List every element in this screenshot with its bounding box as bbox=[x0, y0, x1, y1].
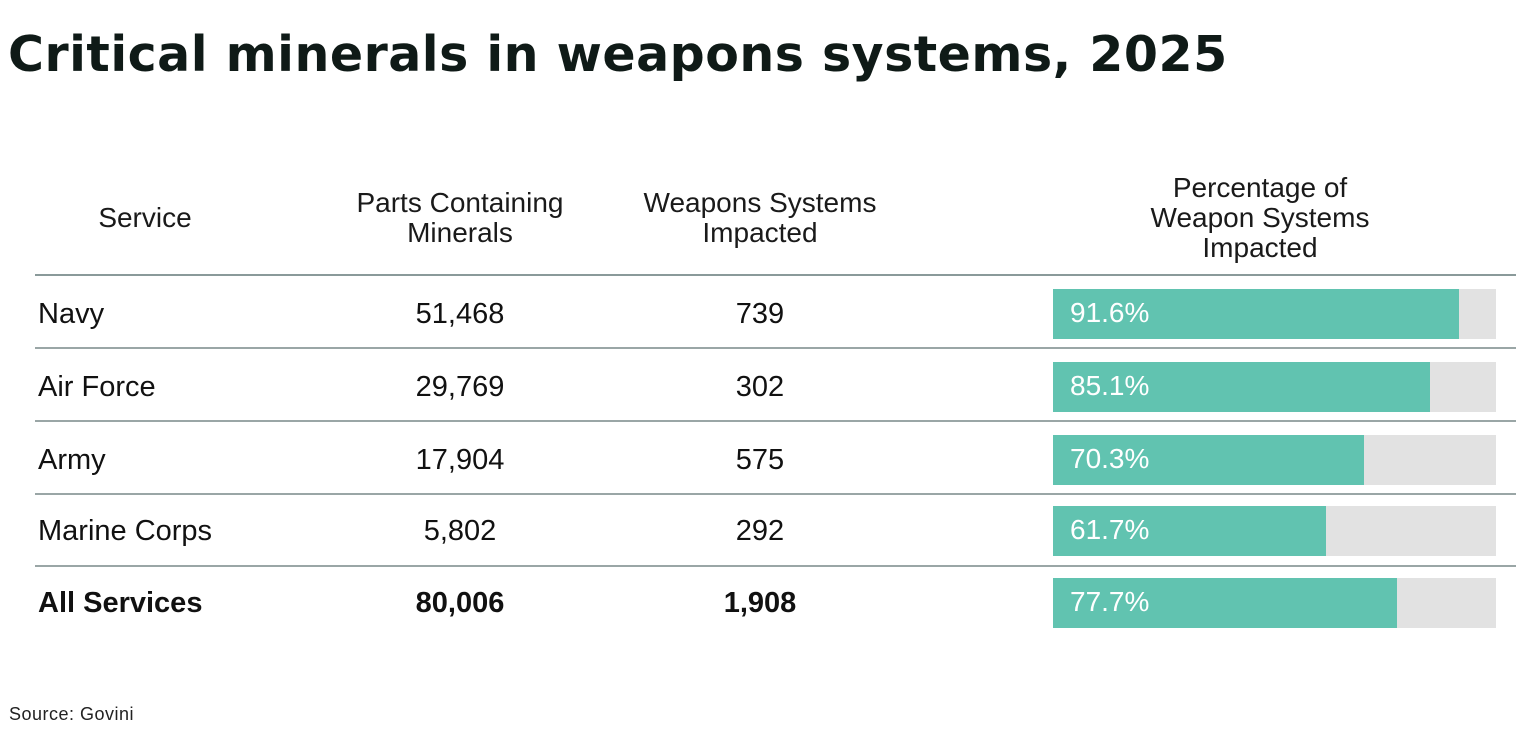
table-row: Marine Corps 5,802 292 61.7% bbox=[0, 495, 1536, 567]
table-row: Navy 51,468 739 91.6% bbox=[0, 278, 1536, 350]
header-systems-line-1: Weapons Systems bbox=[643, 187, 877, 218]
cell-parts: 80,006 bbox=[415, 587, 505, 619]
cell-parts: 51,468 bbox=[415, 298, 505, 330]
table-row: Air Force 29,769 302 85.1% bbox=[0, 351, 1536, 423]
cell-systems: 302 bbox=[735, 371, 785, 403]
cell-service: Army bbox=[38, 444, 106, 476]
header-systems-line-2: Impacted bbox=[702, 217, 818, 248]
bar-value-label: 61.7% bbox=[1070, 514, 1150, 545]
header-pct-line-1: Percentage of bbox=[1172, 172, 1348, 203]
bar-value-label: 77.7% bbox=[1070, 586, 1150, 617]
row-divider bbox=[35, 493, 1516, 495]
cell-systems: 1,908 bbox=[723, 587, 797, 619]
cell-service: Air Force bbox=[38, 371, 156, 403]
header-parts-line-2: Minerals bbox=[407, 217, 513, 248]
header-pct-line-3: Impacted bbox=[1202, 232, 1318, 263]
cell-parts: 29,769 bbox=[415, 371, 505, 403]
bar-track: 70.3% bbox=[1053, 435, 1496, 485]
header-pct-line-2: Weapon Systems bbox=[1150, 202, 1370, 233]
bar-track: 91.6% bbox=[1053, 289, 1496, 339]
cell-service: All Services bbox=[38, 587, 203, 619]
header-service: Service bbox=[60, 203, 230, 233]
row-divider bbox=[35, 565, 1516, 567]
header-service-line: Service bbox=[98, 202, 192, 233]
chart-title: Critical minerals in weapons systems, 20… bbox=[8, 26, 1228, 83]
bar-fill bbox=[1053, 289, 1459, 339]
header-percentage: Percentage of Weapon Systems Impacted bbox=[1100, 173, 1420, 263]
bar-track: 85.1% bbox=[1053, 362, 1496, 412]
cell-systems: 575 bbox=[735, 444, 785, 476]
header-parts: Parts Containing Minerals bbox=[330, 188, 590, 248]
bar-value-label: 91.6% bbox=[1070, 297, 1150, 328]
cell-systems: 292 bbox=[735, 515, 785, 547]
bar-fill bbox=[1053, 506, 1327, 556]
table-row: Army 17,904 575 70.3% bbox=[0, 424, 1536, 496]
bar-value-label: 85.1% bbox=[1070, 370, 1150, 401]
cell-service: Marine Corps bbox=[38, 515, 213, 547]
bar-fill bbox=[1053, 362, 1430, 412]
header-rule bbox=[35, 274, 1516, 276]
bar-fill bbox=[1053, 578, 1398, 628]
cell-service: Navy bbox=[38, 298, 105, 330]
cell-parts: 17,904 bbox=[415, 444, 505, 476]
row-divider bbox=[35, 347, 1516, 349]
header-parts-line-1: Parts Containing bbox=[356, 187, 564, 218]
cell-parts: 5,802 bbox=[423, 515, 497, 547]
cell-systems: 739 bbox=[735, 298, 785, 330]
bar-fill bbox=[1053, 435, 1365, 485]
table-row-total: All Services 80,006 1,908 77.7% bbox=[0, 567, 1536, 639]
bar-value-label: 70.3% bbox=[1070, 443, 1150, 474]
bar-track: 61.7% bbox=[1053, 506, 1496, 556]
source-note: Source: Govini bbox=[9, 704, 135, 724]
header-systems: Weapons Systems Impacted bbox=[620, 188, 900, 248]
row-divider bbox=[35, 420, 1516, 422]
bar-track: 77.7% bbox=[1053, 578, 1496, 628]
